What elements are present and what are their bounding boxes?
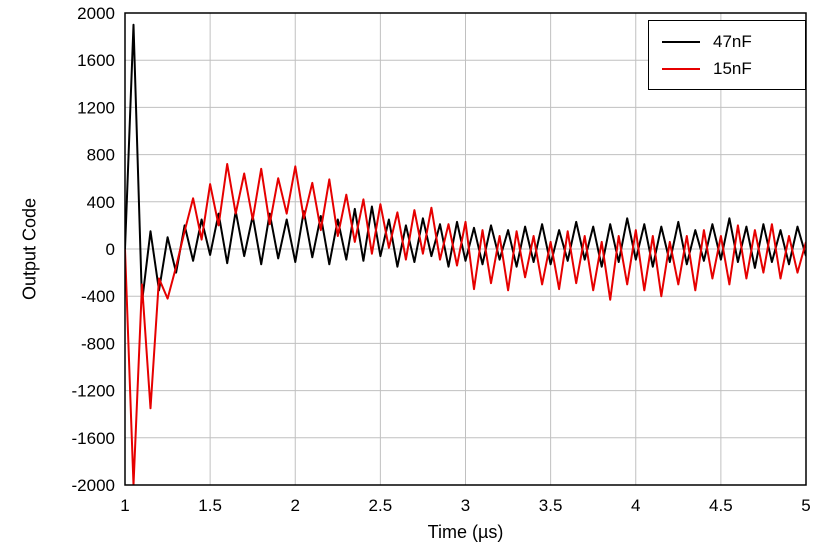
y-tick-label: 400 <box>87 193 115 212</box>
series-line-15nF <box>125 163 806 485</box>
y-tick-label: -1200 <box>72 382 115 401</box>
x-tick-label: 4.5 <box>709 496 733 515</box>
y-tick-label: 2000 <box>77 4 115 23</box>
x-tick-label: 4 <box>631 496 640 515</box>
x-tick-label: 5 <box>801 496 810 515</box>
y-tick-label: -1600 <box>72 429 115 448</box>
y-tick-label: -400 <box>81 287 115 306</box>
y-tick-label: 0 <box>106 240 115 259</box>
legend-item-15nF: 15nF <box>649 55 805 82</box>
y-tick-label: 1600 <box>77 51 115 70</box>
y-tick-label: 800 <box>87 146 115 165</box>
legend-label-47nF: 47nF <box>713 32 752 51</box>
x-tick-label: 2.5 <box>369 496 393 515</box>
x-tick-label: 1 <box>120 496 129 515</box>
y-tick-label: -800 <box>81 334 115 353</box>
legend-item-47nF: 47nF <box>649 28 805 55</box>
legend: 47nF 15nF <box>648 20 806 90</box>
series-line-47nF <box>125 23 806 304</box>
x-tick-label: 3 <box>461 496 470 515</box>
y-tick-label: 1200 <box>77 98 115 117</box>
y-tick-label: -2000 <box>72 476 115 495</box>
legend-label-15nF: 15nF <box>713 59 752 78</box>
x-axis-title: Time (µs) <box>427 522 504 542</box>
x-tick-label: 2 <box>291 496 300 515</box>
legend-line-sample-15nF <box>662 67 700 70</box>
legend-line-sample-47nF <box>662 40 700 43</box>
x-tick-label: 3.5 <box>539 496 563 515</box>
x-tick-label: 1.5 <box>198 496 222 515</box>
plot-border <box>124 12 807 486</box>
y-axis-title: Output Code <box>19 197 40 301</box>
